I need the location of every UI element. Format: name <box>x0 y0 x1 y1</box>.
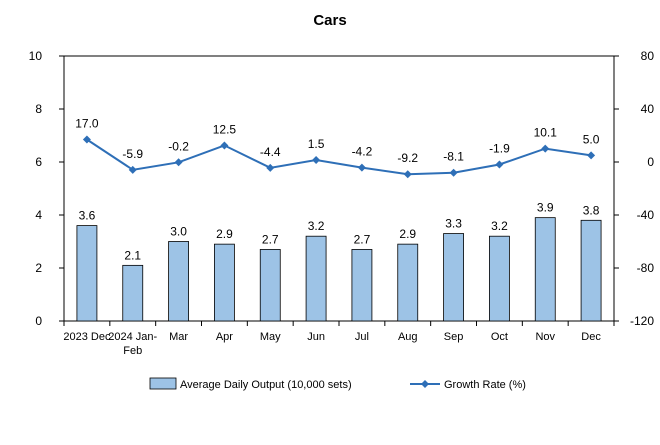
x-tick-label: Sep <box>444 331 464 343</box>
x-tick-label: May <box>260 331 281 343</box>
bar-data-label: 2.7 <box>354 232 371 246</box>
y-left-tick-label: 10 <box>29 49 43 63</box>
line-data-label: 1.5 <box>308 137 325 151</box>
line-data-label: -1.9 <box>489 142 510 156</box>
legend-bar-label: Average Daily Output (10,000 sets) <box>180 379 352 391</box>
x-tick-label: Jul <box>355 331 369 343</box>
bar-data-label: 2.1 <box>124 248 141 262</box>
x-tick-label: 2024 Jan-Feb <box>108 331 157 357</box>
bar-data-label: 3.6 <box>79 209 96 223</box>
bar <box>397 243 419 322</box>
line-point-marker <box>541 144 550 153</box>
y-left-tick-label: 0 <box>35 314 42 328</box>
x-tick-label: Aug <box>398 331 418 343</box>
bar-data-label: 3.2 <box>491 219 508 233</box>
bar <box>580 219 602 322</box>
y-left-tick-label: 6 <box>35 155 42 169</box>
bar-data-label: 3.8 <box>583 203 600 217</box>
bar <box>489 235 510 322</box>
legend-line-marker <box>421 380 429 388</box>
line-data-label: 10.1 <box>534 126 558 140</box>
line-point-marker <box>266 163 275 172</box>
bar <box>259 249 281 322</box>
bar-data-label: 2.7 <box>262 232 279 246</box>
line-data-label: 5.0 <box>583 132 600 146</box>
line-point-marker <box>312 156 321 165</box>
line-point-marker <box>82 135 91 144</box>
y-right-tick-label: -40 <box>637 208 655 222</box>
bar <box>76 225 98 322</box>
x-tick-label: Oct <box>491 331 508 343</box>
line-point-marker <box>220 141 229 150</box>
line-data-label: -8.1 <box>443 150 464 164</box>
bar-data-label: 2.9 <box>399 227 416 241</box>
line-point-marker <box>403 170 412 179</box>
line-data-label: -0.2 <box>168 139 189 153</box>
y-left-tick-label: 8 <box>35 102 42 116</box>
bar <box>168 241 189 322</box>
x-tick-label: Apr <box>216 331 233 343</box>
bar <box>305 235 327 322</box>
y-right-tick-label: 80 <box>641 49 655 63</box>
x-tick-label: 2023 Dec <box>63 331 111 343</box>
growth-line <box>86 138 592 176</box>
line-point-marker <box>174 158 183 167</box>
line-point-marker <box>449 168 458 177</box>
y-left-tick-label: 4 <box>35 208 42 222</box>
legend-line-label: Growth Rate (%) <box>444 379 526 391</box>
bar-data-label: 3.0 <box>170 225 187 239</box>
bar-data-label: 2.9 <box>216 227 233 241</box>
line-data-label: -4.2 <box>352 145 373 159</box>
line-point-marker <box>128 165 137 174</box>
bar <box>122 264 144 322</box>
y-left-tick-label: 2 <box>35 261 42 275</box>
line-point-marker <box>495 160 504 169</box>
bar <box>214 243 235 322</box>
plot-frame <box>63 55 615 322</box>
y-right-tick-label: 40 <box>641 102 655 116</box>
y-right-tick-label: -80 <box>637 261 655 275</box>
x-tick-label: Dec <box>581 331 601 343</box>
bar-data-label: 3.2 <box>308 219 325 233</box>
line-point-marker <box>587 151 596 160</box>
bar <box>351 249 373 322</box>
bar <box>534 217 556 322</box>
line-point-marker <box>357 163 366 172</box>
x-tick-label: Jun <box>307 331 325 343</box>
line-data-label: -5.9 <box>122 147 143 161</box>
y-right-tick-label: -120 <box>630 314 654 328</box>
line-data-label: 17.0 <box>75 116 99 130</box>
bar-data-label: 3.9 <box>537 201 554 215</box>
bar <box>443 233 464 322</box>
line-data-label: 12.5 <box>213 122 237 136</box>
line-data-label: -4.4 <box>260 145 281 159</box>
x-tick-label: Mar <box>169 331 188 343</box>
y-right-tick-label: 0 <box>647 155 654 169</box>
line-data-label: -9.2 <box>397 151 418 165</box>
legend-bar-swatch <box>149 377 177 390</box>
bar-data-label: 3.3 <box>445 217 462 231</box>
chart-title: Cars <box>313 12 347 29</box>
x-tick-label: Nov <box>535 331 555 343</box>
